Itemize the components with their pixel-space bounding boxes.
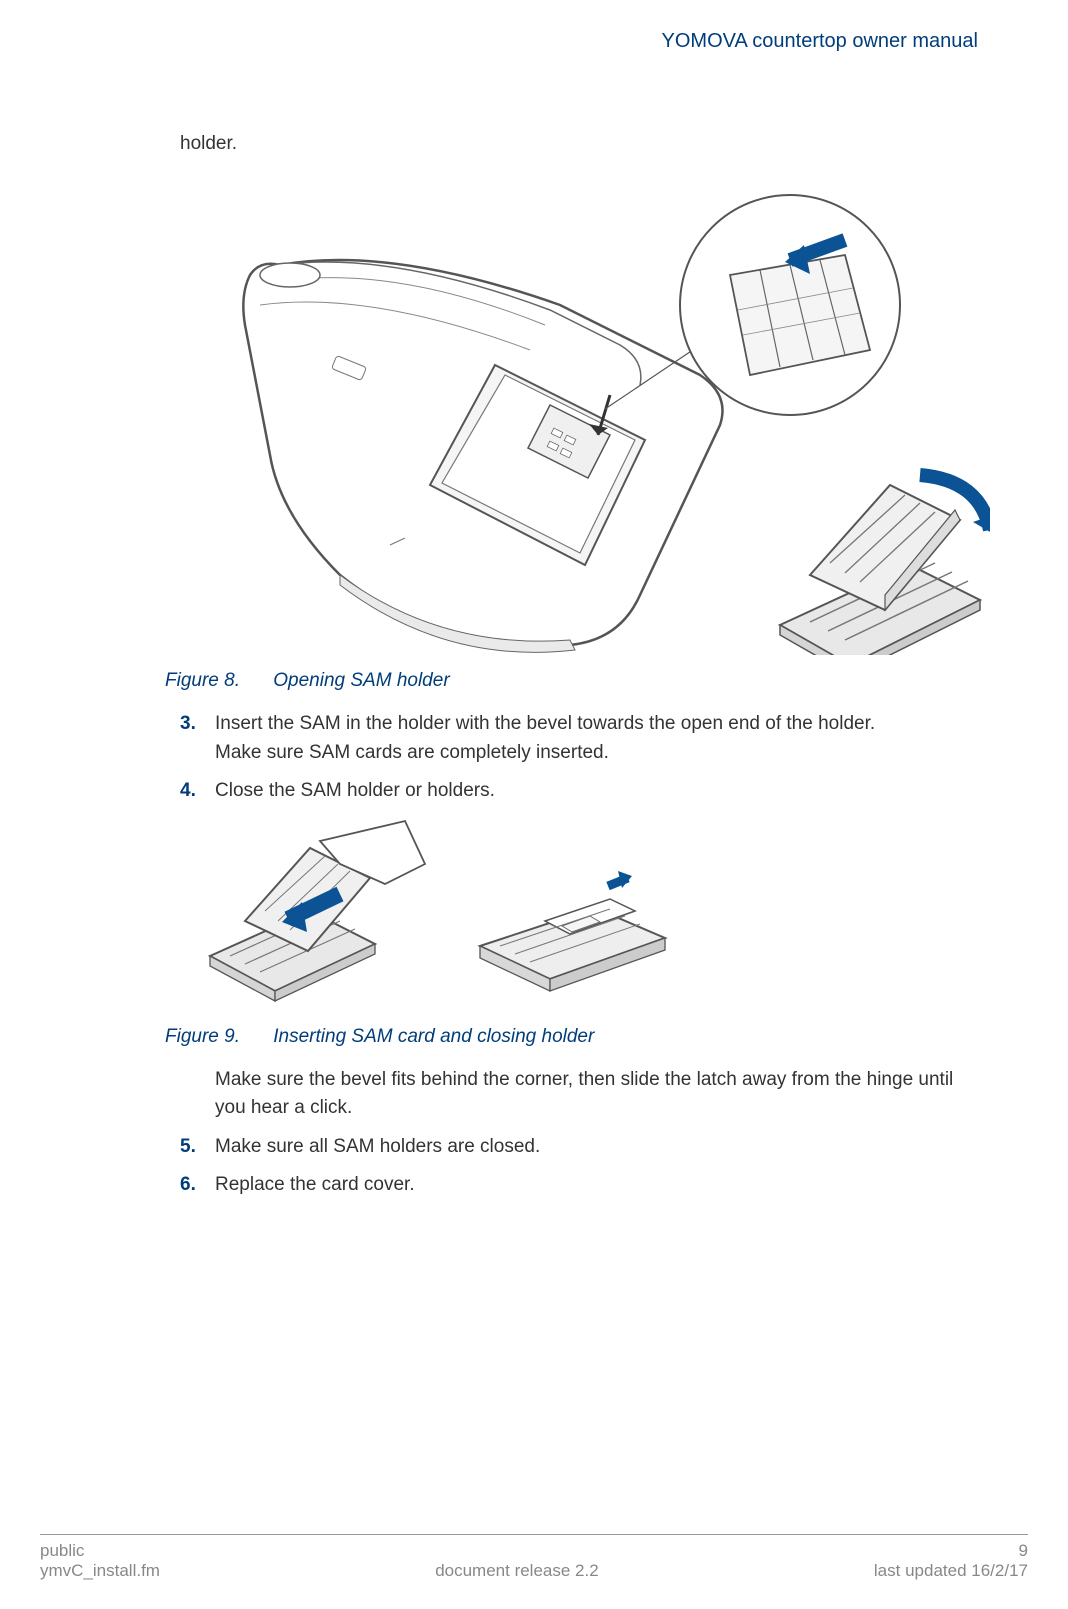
footer-filename: ymvC_install.fm bbox=[40, 1561, 160, 1581]
insert-sam-icon bbox=[210, 821, 425, 1001]
figure-8-illustration bbox=[190, 175, 990, 655]
footer-public: public bbox=[40, 1541, 160, 1561]
step-6: 6. Replace the card cover. bbox=[180, 1171, 978, 1200]
footer: public ymvC_install.fm document release … bbox=[40, 1534, 1028, 1581]
step-5-text: Make sure all SAM holders are closed. bbox=[215, 1133, 978, 1162]
holder-text: holder. bbox=[180, 133, 978, 155]
step-6-text: Replace the card cover. bbox=[215, 1171, 978, 1200]
step-number: 6. bbox=[180, 1171, 215, 1200]
document-page: YOMOVA countertop owner manual holder. bbox=[0, 0, 1068, 1609]
sam-holder-open-icon bbox=[780, 475, 990, 655]
footer-release: document release 2.2 bbox=[435, 1561, 599, 1581]
device-body-icon bbox=[243, 260, 730, 652]
step-number: 4. bbox=[180, 777, 215, 806]
figure-9-label: Figure 9. bbox=[165, 1026, 240, 1047]
footer-updated: last updated 16/2/17 bbox=[874, 1561, 1028, 1581]
step-4b-text: Make sure the bevel fits behind the corn… bbox=[215, 1066, 978, 1123]
content-area: holder. bbox=[90, 133, 978, 1200]
footer-left: public ymvC_install.fm bbox=[40, 1541, 160, 1581]
footer-center: document release 2.2 bbox=[435, 1541, 599, 1581]
step-3-text: Insert the SAM in the holder with the be… bbox=[215, 713, 875, 734]
step-4: 4. Close the SAM holder or holders. bbox=[180, 777, 978, 806]
figure-8-title: Opening SAM holder bbox=[273, 670, 449, 691]
step-3: 3. Insert the SAM in the holder with the… bbox=[180, 710, 978, 767]
figure-8-caption: Figure 8. Opening SAM holder bbox=[165, 670, 978, 692]
step-number: 3. bbox=[180, 710, 215, 767]
header-title: YOMOVA countertop owner manual bbox=[90, 30, 978, 53]
step-3b-text: Make sure SAM cards are completely inser… bbox=[215, 742, 609, 763]
steps-list-1: 3. Insert the SAM in the holder with the… bbox=[180, 710, 978, 806]
figure-9-title: Inserting SAM card and closing holder bbox=[273, 1026, 594, 1047]
figure-8-label: Figure 8. bbox=[165, 670, 240, 691]
figure-9-illustration bbox=[190, 816, 690, 1016]
step-5: 5. Make sure all SAM holders are closed. bbox=[180, 1133, 978, 1162]
blue-latch-arrow-icon bbox=[608, 871, 632, 888]
footer-right: 9 last updated 16/2/17 bbox=[874, 1541, 1028, 1581]
closed-holder-icon bbox=[480, 871, 665, 991]
step-number: 5. bbox=[180, 1133, 215, 1162]
figure-9-caption: Figure 9. Inserting SAM card and closing… bbox=[165, 1026, 978, 1048]
step-4-text: Close the SAM holder or holders. bbox=[215, 777, 978, 806]
detail-circle-icon bbox=[680, 195, 900, 415]
footer-page-number: 9 bbox=[874, 1541, 1028, 1561]
steps-list-2: 5. Make sure all SAM holders are closed.… bbox=[180, 1133, 978, 1200]
